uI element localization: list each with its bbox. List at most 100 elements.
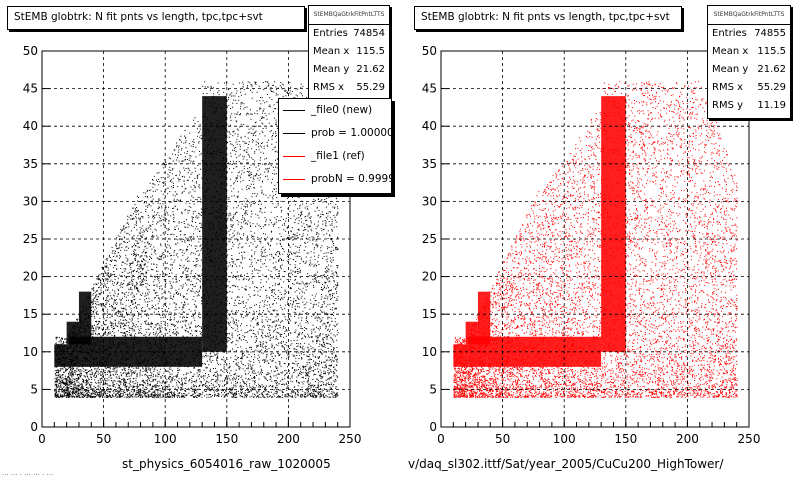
left-y-tick-label: 25	[23, 232, 38, 246]
right-stat-label-rmsx: RMS x	[712, 82, 744, 93]
right-chart: 0 50 100 150 200 250 0 5 10 15 20 25 30 35 40 45 50	[422, 44, 761, 446]
legend-entry: _file1 (ref)	[279, 145, 391, 168]
left-x-tick-label: 50	[96, 432, 111, 446]
right-stat-value-meany: 21.62	[757, 64, 786, 75]
right-x-axis-label: v/daq_sl302.ittf/Sat/year_2005/CuCu200_H…	[408, 457, 724, 471]
legend-label-file0: _file0 (new)	[311, 104, 373, 116]
right-dense-region	[453, 344, 469, 367]
right-stat-value-entries: 74855	[754, 28, 786, 39]
right-x-tick-label: 150	[614, 432, 637, 446]
left-stats-row: Entries 74854	[309, 25, 389, 43]
left-scatter-points	[54, 81, 339, 398]
right-y-tick-label: 35	[422, 157, 437, 171]
left-stat-value-meanx: 115.5	[356, 46, 385, 57]
legend-line-prob	[283, 133, 305, 134]
right-stat-label-entries: Entries	[712, 28, 747, 39]
left-y-tick-label: 30	[23, 194, 38, 208]
right-y-tick-label: 40	[422, 119, 437, 133]
right-x-tick-label: 100	[553, 432, 576, 446]
left-stat-label-entries: Entries	[313, 28, 348, 39]
legend-entry: prob = 1.000000	[279, 122, 391, 145]
right-stats-row: RMS y 11.19	[708, 97, 790, 115]
footnote: ... ... . ... ... . ...	[2, 469, 54, 477]
left-chart: 0 50 100 150 200 250 0 5 10 15 20 25 30 35 40 45 50	[23, 44, 362, 446]
left-stat-label-rmsx: RMS x	[313, 82, 345, 93]
right-stat-label-rmsy: RMS y	[712, 100, 744, 111]
left-y-tick-label: 10	[23, 345, 38, 359]
right-y-tick-label: 25	[422, 232, 437, 246]
left-x-tick-label: 150	[215, 432, 238, 446]
right-y-tick-label: 10	[422, 345, 437, 359]
left-stats-row: Mean x 115.5	[309, 43, 389, 61]
left-stat-value-rmsx: 55.29	[356, 82, 385, 93]
left-x-tick-label: 0	[38, 432, 46, 446]
left-dense-region	[54, 344, 70, 367]
left-x-tick-label: 200	[277, 432, 300, 446]
right-y-tick-label: 20	[422, 270, 437, 284]
right-stats-box: StEMBQaGtrkFitPntLTTS Entries 74855 Mean …	[707, 5, 791, 119]
left-dense-region	[66, 321, 79, 345]
legend-entry: probN = 0.999999	[279, 168, 391, 191]
left-stat-label-meanx: Mean x	[313, 46, 350, 57]
left-stats-row: RMS x 55.29	[309, 79, 389, 97]
right-stat-label-meanx: Mean x	[712, 46, 749, 57]
right-title-box: StEMB globtrk: N fit pnts vs length, tpc…	[414, 6, 682, 30]
left-y-tick-label: 40	[23, 119, 38, 133]
right-stats-row: Entries 74855	[708, 25, 790, 43]
right-y-tick-label: 5	[429, 382, 437, 396]
right-stat-value-meanx: 115.5	[757, 46, 786, 57]
right-dense-region	[477, 291, 491, 345]
legend-label-prob: prob = 1.000000	[311, 127, 392, 139]
right-stats-row: RMS x 55.29	[708, 79, 790, 97]
legend-line-file0	[283, 110, 305, 111]
legend-box: _file0 (new) prob = 1.000000 _file1 (ref…	[278, 98, 392, 194]
left-title-box: StEMB globtrk: N fit pnts vs length, tpc…	[7, 6, 305, 30]
right-x-tick-label: 0	[437, 432, 445, 446]
left-y-tick-label: 35	[23, 157, 38, 171]
right-stats-row: Mean x 115.5	[708, 43, 790, 61]
right-y-tick-label: 30	[422, 194, 437, 208]
left-y-tick-label: 20	[23, 270, 38, 284]
legend-label-probn: probN = 0.999999	[311, 173, 391, 185]
legend-line-probn	[283, 179, 305, 180]
right-stats-row: Mean y 21.62	[708, 61, 790, 79]
left-dense-region	[202, 96, 227, 352]
right-y-tick-label: 45	[422, 82, 437, 96]
left-y-tick-label: 5	[30, 382, 38, 396]
left-y-tick-label: 0	[30, 420, 38, 434]
right-x-tick-label: 250	[738, 432, 761, 446]
right-scatter-points	[453, 81, 738, 398]
left-stats-box: StEMBQaGtrkFitPntLTTS Entries 74854 Mean …	[308, 5, 390, 99]
right-stat-label-meany: Mean y	[712, 64, 749, 75]
right-stat-value-rmsy: 11.19	[757, 100, 786, 111]
right-stats-header: StEMBQaGtrkFitPntLTTS	[708, 6, 790, 25]
left-title: StEMB globtrk: N fit pnts vs length, tpc…	[14, 11, 263, 23]
legend-label-file1: _file1 (ref)	[311, 150, 365, 162]
left-stats-row: Mean y 21.62	[309, 61, 389, 79]
right-stat-value-rmsx: 55.29	[757, 82, 786, 93]
left-stats-header: StEMBQaGtrkFitPntLTTS	[309, 6, 389, 25]
left-scatter-dots	[54, 81, 339, 398]
right-y-tick-label: 15	[422, 307, 437, 321]
left-x-tick-label: 250	[339, 432, 362, 446]
left-stat-label-meany: Mean y	[313, 64, 350, 75]
right-title: StEMB globtrk: N fit pnts vs length, tpc…	[421, 11, 670, 23]
left-stat-value-meany: 21.62	[356, 64, 385, 75]
left-y-tick-label: 45	[23, 82, 38, 96]
legend-line-file1	[283, 156, 305, 157]
right-y-tick-label: 50	[422, 44, 437, 58]
legend-entry: _file0 (new)	[279, 99, 391, 122]
right-y-tick-label: 0	[429, 420, 437, 434]
right-dense-region	[601, 96, 626, 352]
left-x-axis-label: st_physics_6054016_raw_1020005	[122, 457, 331, 471]
right-x-tick-label: 200	[676, 432, 699, 446]
left-y-tick-label: 15	[23, 307, 38, 321]
left-x-tick-label: 100	[154, 432, 177, 446]
left-stat-value-entries: 74854	[353, 28, 385, 39]
left-dense-region	[78, 291, 92, 345]
right-x-tick-label: 50	[495, 432, 510, 446]
right-dense-region	[465, 321, 478, 345]
left-y-tick-label: 50	[23, 44, 38, 58]
